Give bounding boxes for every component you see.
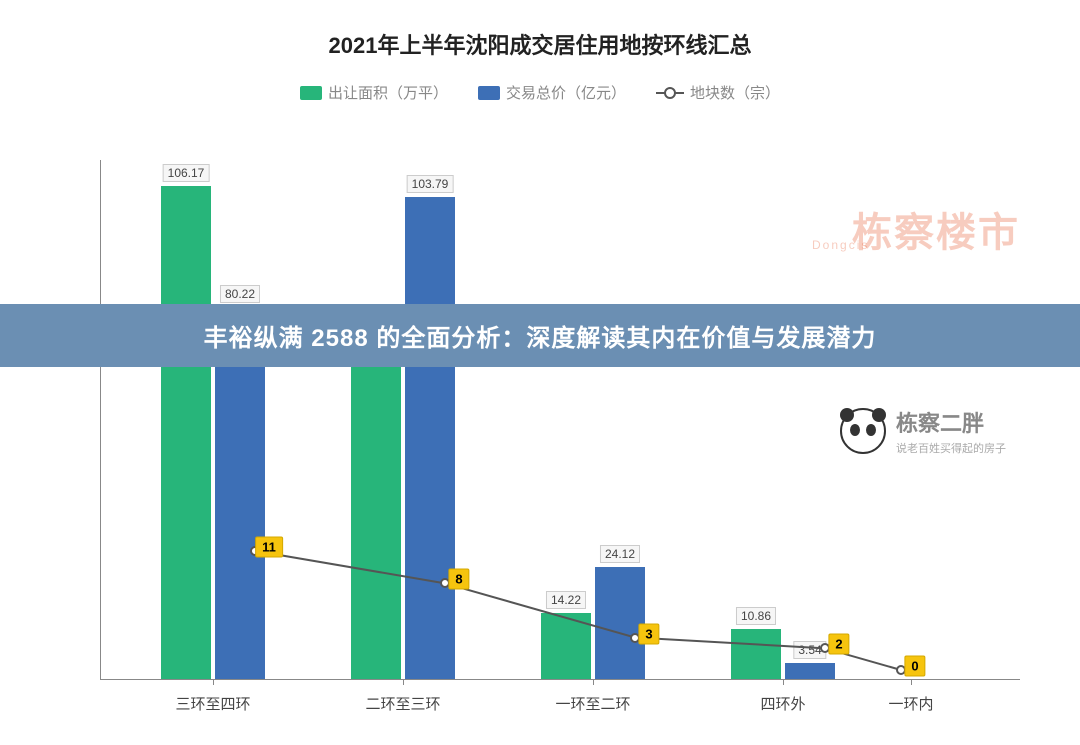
- watermark-brand-2: 栋察二胖 说老百姓买得起的房子: [830, 400, 1020, 466]
- watermark-1-text: 栋察楼市: [852, 200, 1020, 258]
- legend-swatch-count: [656, 92, 684, 94]
- x-axis-label: 一环至二环: [555, 693, 630, 714]
- bar-price: 24.12: [595, 567, 645, 679]
- legend-item-count: 地块数（宗）: [656, 82, 780, 103]
- x-axis-label: 二环至三环: [365, 693, 440, 714]
- bar-area: 106.17: [161, 186, 211, 679]
- watermark-2-title: 栋察二胖: [896, 406, 1006, 438]
- panda-icon: [840, 408, 886, 454]
- bar-area: 14.22: [541, 613, 591, 679]
- x-axis-label: 四环外: [760, 693, 805, 714]
- line-value-badge: 2: [828, 634, 849, 655]
- bar-area: [351, 345, 401, 679]
- bar-value-label: 103.79: [407, 175, 454, 193]
- line-value-badge: 0: [904, 656, 925, 677]
- chart-legend: 出让面积（万平） 交易总价（亿元） 地块数（宗）: [0, 82, 1080, 103]
- bar-group: 103.79二环至三环: [351, 197, 455, 679]
- bar-value-label: 14.22: [546, 591, 586, 609]
- bar-group: 10.863.54四环外: [731, 629, 835, 679]
- line-value-badge: 8: [448, 569, 469, 590]
- legend-label-price: 交易总价（亿元）: [506, 82, 626, 103]
- bar-value-label: 80.22: [220, 285, 260, 303]
- bar-value-label: 10.86: [736, 607, 776, 625]
- x-axis-label: 一环内: [888, 693, 933, 714]
- watermark-brand-1: 栋察楼市 Dongcis: [852, 200, 1020, 258]
- watermark-1-sub: Dongcis: [812, 238, 869, 252]
- bar-group: 14.2224.12一环至二环: [541, 567, 645, 679]
- line-value-badge: 11: [255, 536, 283, 557]
- legend-item-area: 出让面积（万平）: [300, 82, 448, 103]
- legend-label-count: 地块数（宗）: [690, 82, 780, 103]
- bar-value-label: 106.17: [163, 164, 210, 182]
- legend-swatch-area: [300, 86, 322, 100]
- bar-group: 106.1780.22三环至四环: [161, 186, 265, 679]
- bar-area: 10.86: [731, 629, 781, 679]
- bar-price: 3.54: [785, 663, 835, 679]
- watermark-2-sub: 说老百姓买得起的房子: [896, 440, 1006, 456]
- overlay-banner: 丰裕纵满 2588 的全面分析：深度解读其内在价值与发展潜力: [0, 304, 1080, 367]
- legend-item-price: 交易总价（亿元）: [478, 82, 626, 103]
- bar-price: 103.79: [405, 197, 455, 679]
- line-value-badge: 3: [638, 623, 659, 644]
- x-axis-label: 三环至四环: [175, 693, 250, 714]
- bar-value-label: 24.12: [600, 545, 640, 563]
- legend-label-area: 出让面积（万平）: [328, 82, 448, 103]
- legend-swatch-price: [478, 86, 500, 100]
- chart-title: 2021年上半年沈阳成交居住用地按环线汇总: [0, 0, 1080, 60]
